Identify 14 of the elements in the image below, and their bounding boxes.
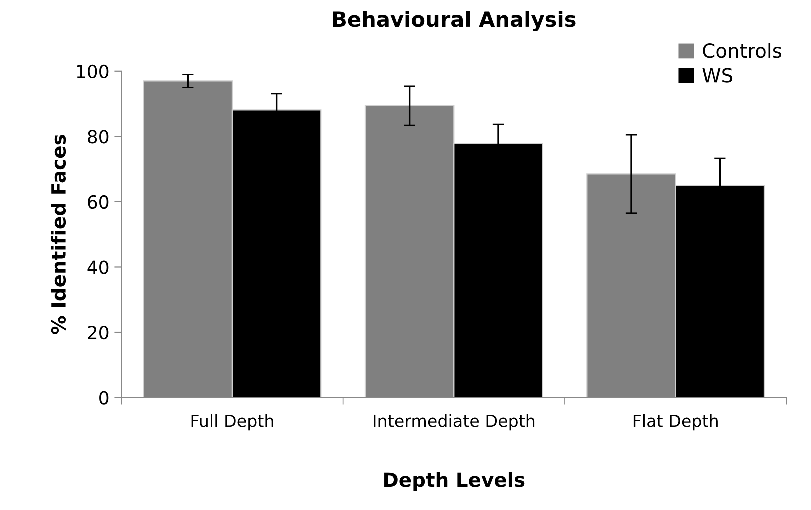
y-tick-label: 80 [88,130,109,144]
chart-title: Behavioural Analysis [333,11,576,32]
legend-label: Controls [703,43,782,58]
y-tick-label: 40 [88,260,109,274]
x-tick-label: Intermediate Depth [374,414,535,431]
legend-label: WS [702,68,733,83]
y-tick-label: 20 [88,326,109,340]
x-axis-title: Depth Levels [384,472,525,492]
y-tick-label: 60 [88,195,109,210]
y-tick-label: 0 [100,391,109,405]
x-tick-label: Flat Depth [634,414,718,431]
x-tick-label: Full Depth [192,414,274,431]
y-tick-label: 100 [77,64,109,79]
y-axis-title: % Identified Faces [51,135,66,334]
